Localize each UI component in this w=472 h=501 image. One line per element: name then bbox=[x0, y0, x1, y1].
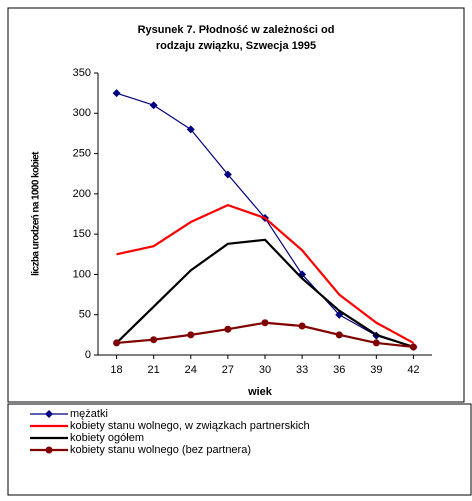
marker bbox=[112, 89, 121, 98]
x-tick-label: 39 bbox=[370, 364, 382, 376]
x-tick-label: 18 bbox=[110, 364, 122, 376]
y-tick-label: 350 bbox=[73, 67, 91, 79]
marker bbox=[335, 331, 343, 339]
marker bbox=[261, 319, 269, 327]
y-axis-label: liczba urodzeń na 1000 kobiet bbox=[31, 151, 42, 276]
chart-title: rodzaju związku, Szwecja 1995 bbox=[156, 40, 316, 52]
marker bbox=[224, 325, 232, 333]
x-tick-label: 24 bbox=[185, 364, 197, 376]
series-line bbox=[115, 238, 414, 348]
marker bbox=[298, 322, 306, 330]
y-tick-label: 100 bbox=[73, 268, 91, 280]
x-axis-label: wiek bbox=[247, 386, 273, 398]
y-tick-label: 0 bbox=[85, 349, 91, 361]
x-tick-label: 36 bbox=[333, 364, 345, 376]
marker bbox=[113, 339, 121, 347]
marker bbox=[409, 343, 417, 351]
marker bbox=[45, 446, 53, 454]
marker bbox=[372, 339, 380, 347]
legend-label: kobiety ogółem bbox=[70, 432, 144, 444]
legend-border bbox=[7, 403, 472, 496]
legend-label: mężatki bbox=[70, 408, 108, 420]
chart-title: Rysunek 7. Płodność w zależności od bbox=[138, 24, 335, 36]
x-tick-label: 33 bbox=[296, 364, 308, 376]
marker bbox=[45, 410, 53, 418]
legend-label: kobiety stanu wolnego, w związkach partn… bbox=[70, 420, 310, 432]
x-tick-label: 27 bbox=[222, 364, 234, 376]
x-tick-label: 21 bbox=[148, 364, 160, 376]
legend-label: kobiety stanu wolnego (bez partnera) bbox=[70, 444, 251, 456]
y-tick-label: 150 bbox=[73, 228, 91, 240]
marker bbox=[150, 336, 158, 344]
x-tick-label: 30 bbox=[259, 364, 271, 376]
x-tick-label: 42 bbox=[407, 364, 419, 376]
y-tick-label: 300 bbox=[73, 107, 91, 119]
chart-border bbox=[7, 7, 465, 403]
y-tick-label: 250 bbox=[73, 147, 91, 159]
y-tick-label: 50 bbox=[79, 309, 91, 321]
marker bbox=[186, 125, 195, 134]
marker bbox=[187, 331, 195, 339]
y-tick-label: 200 bbox=[73, 188, 91, 200]
series-line bbox=[116, 204, 414, 344]
marker bbox=[149, 101, 158, 110]
marker bbox=[223, 170, 232, 179]
